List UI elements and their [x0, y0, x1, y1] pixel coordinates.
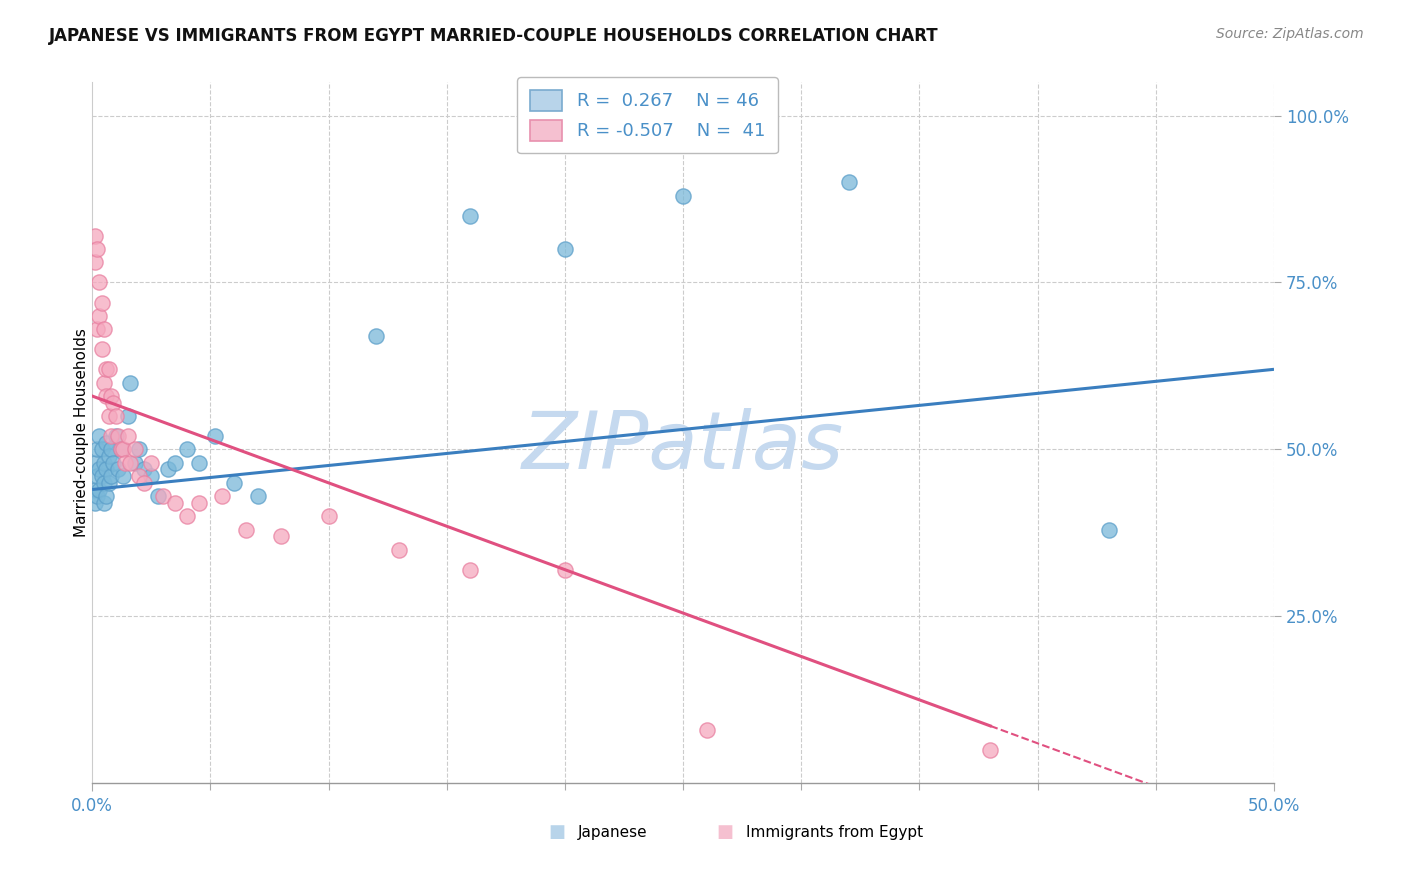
Point: [104, 409, 127, 423]
Point: [235, 523, 257, 537]
Point: [117, 409, 139, 423]
Point: [86, 322, 108, 336]
Point: [96, 489, 118, 503]
Point: [83, 483, 105, 497]
Point: [90, 442, 112, 457]
Point: [111, 469, 134, 483]
Text: JAPANESE VS IMMIGRANTS FROM EGYPT MARRIED-COUPLE HOUSEHOLDS CORRELATION CHART: JAPANESE VS IMMIGRANTS FROM EGYPT MARRIE…: [49, 27, 939, 45]
Point: [107, 429, 129, 443]
Point: [86, 242, 108, 256]
Point: [163, 456, 186, 470]
Point: [134, 462, 156, 476]
Point: [83, 456, 105, 470]
Point: [211, 489, 233, 503]
Point: [107, 462, 129, 476]
Text: Immigrants from Egypt: Immigrants from Egypt: [747, 825, 924, 840]
Point: [86, 489, 108, 503]
Point: [141, 456, 163, 470]
Point: [118, 376, 141, 390]
Text: ■: ■: [717, 823, 734, 841]
Point: [388, 542, 411, 557]
Point: [111, 442, 134, 457]
Legend: R =  0.267    N = 46, R = -0.507    N =  41: R = 0.267 N = 46, R = -0.507 N = 41: [517, 77, 778, 153]
Point: [1097, 523, 1119, 537]
Point: [89, 276, 111, 290]
Point: [222, 475, 245, 490]
Point: [460, 209, 482, 223]
Point: [83, 496, 105, 510]
Point: [118, 456, 141, 470]
Point: [104, 429, 127, 443]
Point: [672, 188, 695, 202]
Point: [93, 496, 115, 510]
Point: [103, 395, 125, 409]
Text: Source: ZipAtlas.com: Source: ZipAtlas.com: [1216, 27, 1364, 41]
Point: [100, 469, 122, 483]
Point: [460, 563, 482, 577]
Point: [103, 456, 125, 470]
Point: [152, 489, 174, 503]
Point: [364, 329, 387, 343]
Y-axis label: Married-couple Households: Married-couple Households: [73, 328, 89, 537]
Point: [554, 242, 576, 256]
Point: [128, 469, 150, 483]
Point: [100, 442, 122, 457]
Point: [93, 376, 115, 390]
Point: [696, 723, 718, 737]
Point: [838, 175, 860, 189]
Point: [90, 469, 112, 483]
Point: [187, 456, 209, 470]
Point: [204, 429, 226, 443]
Point: [89, 309, 111, 323]
Point: [134, 475, 156, 490]
Point: [97, 362, 120, 376]
Point: [246, 489, 269, 503]
Point: [176, 442, 198, 457]
Point: [156, 462, 179, 476]
Point: [89, 462, 111, 476]
Point: [187, 496, 209, 510]
Point: [83, 255, 105, 269]
Point: [86, 442, 108, 457]
Point: [89, 429, 111, 443]
Point: [110, 442, 132, 457]
Point: [318, 509, 340, 524]
Text: ZIPatlas: ZIPatlas: [522, 408, 844, 486]
Text: Japanese: Japanese: [578, 825, 647, 840]
Point: [114, 456, 136, 470]
Point: [96, 435, 118, 450]
Point: [554, 563, 576, 577]
Point: [83, 228, 105, 243]
Point: [979, 743, 1001, 757]
Point: [97, 475, 120, 490]
Point: [93, 456, 115, 470]
Point: [100, 389, 122, 403]
Point: [96, 389, 118, 403]
Point: [100, 429, 122, 443]
Point: [93, 475, 115, 490]
Point: [90, 295, 112, 310]
Point: [270, 529, 292, 543]
Point: [86, 469, 108, 483]
Point: [163, 496, 186, 510]
Point: [148, 489, 170, 503]
Point: [89, 483, 111, 497]
Point: [96, 362, 118, 376]
Point: [176, 509, 198, 524]
Point: [124, 456, 146, 470]
Point: [97, 449, 120, 463]
Point: [117, 429, 139, 443]
Point: [97, 409, 120, 423]
Point: [90, 343, 112, 357]
Text: ■: ■: [548, 823, 565, 841]
Point: [110, 442, 132, 457]
Point: [128, 442, 150, 457]
Point: [124, 442, 146, 457]
Point: [96, 462, 118, 476]
Point: [93, 322, 115, 336]
Point: [141, 469, 163, 483]
